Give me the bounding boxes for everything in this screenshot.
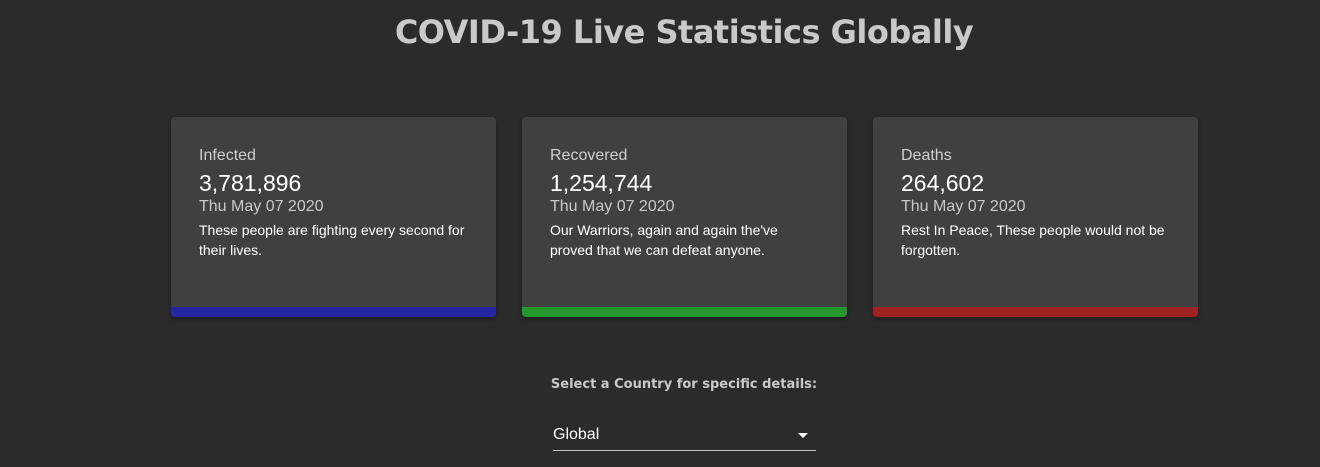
country-select-value: Global [553,426,600,443]
card-date: Thu May 07 2020 [901,198,1026,215]
recovered-card: Recovered 1,254,744 Thu May 07 2020 Our … [522,117,847,317]
card-count: 264,602 [901,170,985,196]
card-label: Deaths [901,147,952,164]
infected-card: Infected 3,781,896 Thu May 07 2020 These… [171,117,496,317]
country-select-label: Select a Country for specific details: [550,377,818,392]
card-accent-bar [522,307,847,317]
card-count: 1,254,744 [550,170,653,196]
card-description: Rest In Peace, These people would not be… [901,222,1165,258]
dropdown-arrow-icon[interactable] [798,433,808,438]
page-title: COVID-19 Live Statistics Globally [394,13,974,51]
card-description: Our Warriors, again and again the've pro… [550,222,778,258]
deaths-card: Deaths 264,602 Thu May 07 2020 Rest In P… [873,117,1198,317]
card-accent-bar [171,307,496,317]
card-date: Thu May 07 2020 [550,198,675,215]
card-description: These people are fighting every second f… [199,222,465,258]
card-date: Thu May 07 2020 [199,198,324,215]
country-select-section: Select a Country for specific details: [0,377,1320,392]
card-count: 3,781,896 [199,170,302,196]
card-label: Infected [199,147,256,164]
country-select[interactable]: Global [553,423,816,451]
card-label: Recovered [550,147,628,164]
stats-cards: Infected 3,781,896 Thu May 07 2020 These… [171,117,1198,317]
card-accent-bar [873,307,1198,317]
